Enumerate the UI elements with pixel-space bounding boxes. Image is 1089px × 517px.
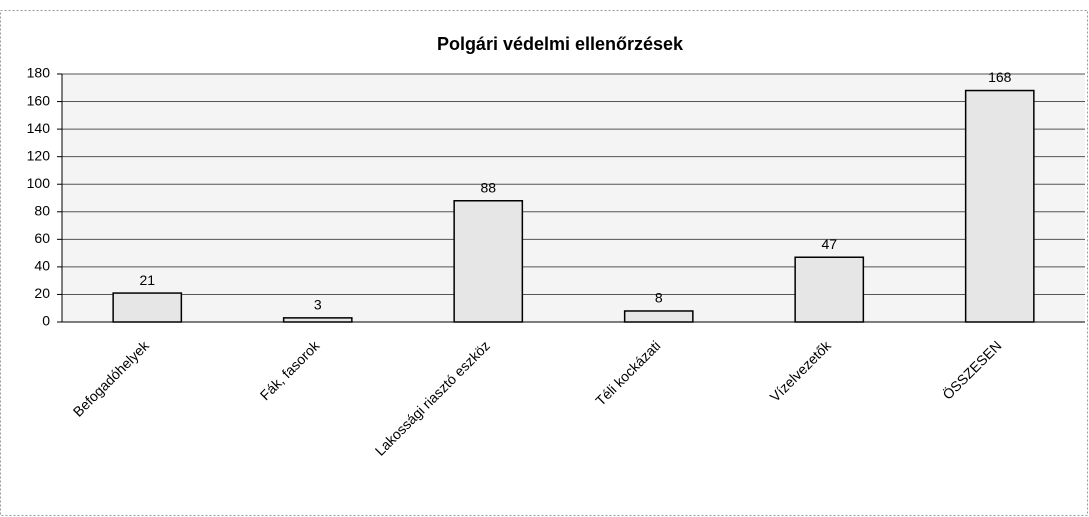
bar bbox=[794, 256, 865, 323]
data-label: 8 bbox=[655, 290, 663, 306]
chart-title: Polgári védelmi ellenőrzések bbox=[437, 34, 684, 54]
plot-area bbox=[62, 74, 1085, 322]
y-tick-label: 0 bbox=[42, 313, 50, 329]
y-tick-label: 180 bbox=[27, 65, 51, 81]
y-tick-label: 20 bbox=[34, 285, 50, 301]
bar bbox=[623, 310, 694, 323]
data-label: 88 bbox=[480, 179, 496, 195]
y-tick-label: 100 bbox=[27, 175, 51, 191]
data-label: 3 bbox=[314, 297, 322, 313]
y-tick-label: 120 bbox=[27, 147, 51, 163]
bar bbox=[964, 89, 1035, 323]
y-tick-label: 140 bbox=[27, 120, 51, 136]
y-tick-label: 60 bbox=[34, 230, 50, 246]
data-label: 21 bbox=[139, 272, 155, 288]
data-label: 47 bbox=[821, 236, 837, 252]
y-tick-label: 80 bbox=[34, 202, 50, 218]
y-tick-label: 40 bbox=[34, 258, 50, 274]
bar bbox=[282, 317, 353, 323]
bar bbox=[453, 200, 524, 323]
data-label: 168 bbox=[988, 69, 1012, 85]
y-tick-label: 160 bbox=[27, 92, 51, 108]
bar bbox=[112, 292, 183, 323]
